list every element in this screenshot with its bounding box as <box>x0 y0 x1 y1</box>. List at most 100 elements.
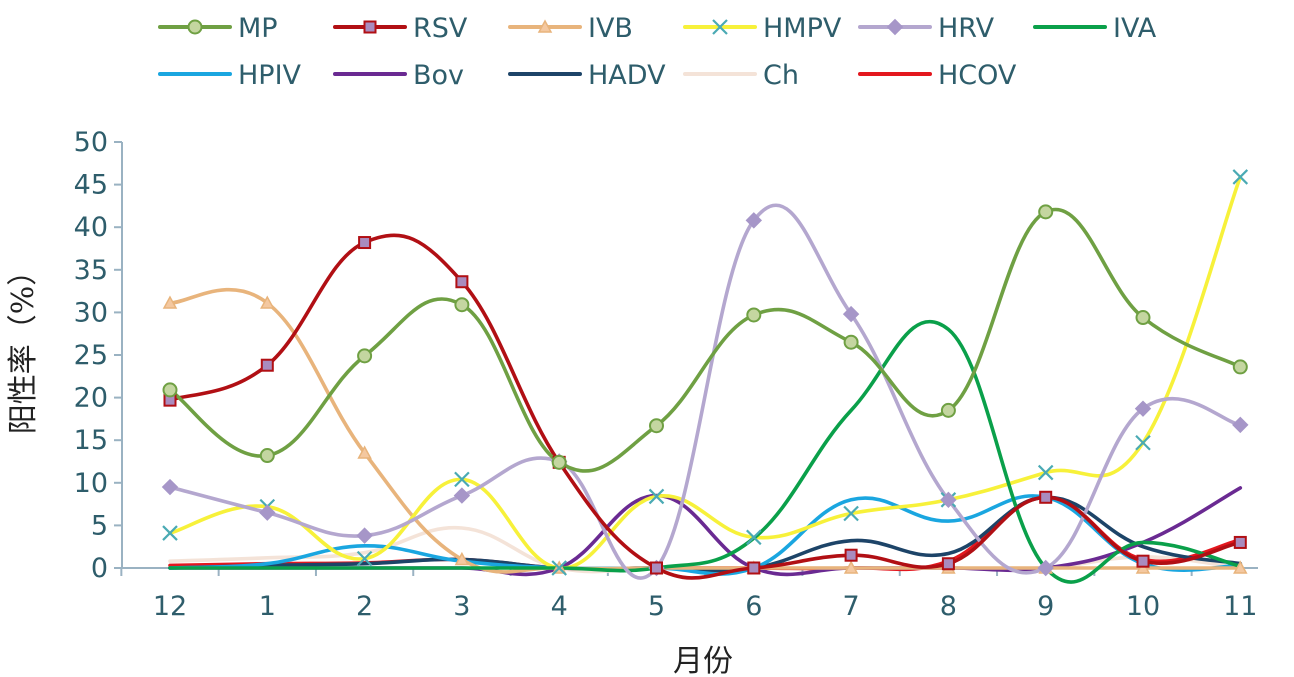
y-axis-title: 阳性率（%） <box>6 256 41 435</box>
x-tick-label: 8 <box>940 591 957 622</box>
x-tick-label: 11 <box>1223 591 1257 622</box>
marker-stroke <box>356 550 373 567</box>
data-point-mp <box>1232 359 1248 375</box>
data-point-mp <box>1135 310 1151 326</box>
data-point-mp <box>746 307 762 323</box>
x-tick-label: 4 <box>551 591 568 622</box>
y-tick-label: 15 <box>74 425 108 456</box>
x-tick-label: 7 <box>843 591 860 622</box>
data-point-hrv <box>1232 416 1249 434</box>
data-point-rsv <box>844 548 858 562</box>
legend: MP RSV IVB HMPV HRV IVA HPIV Bov HADV Ch HCOV <box>158 13 1157 91</box>
legend-item-hpiv: HPIV <box>158 60 302 91</box>
x-tick-label: 5 <box>648 591 665 622</box>
legend-marker <box>537 19 553 33</box>
legend-item-mp: MP <box>158 13 278 44</box>
data-point-hrv <box>161 478 179 496</box>
data-point-ivb <box>260 295 275 309</box>
data-point-rsv <box>941 557 955 571</box>
legend-item-hmpv: HMPV <box>683 13 842 44</box>
y-tick-label: 30 <box>74 297 108 328</box>
data-point-hmpv <box>648 488 665 505</box>
marker-stroke <box>162 525 178 541</box>
legend-label: HCOV <box>938 60 1017 91</box>
data-point-mp <box>649 418 664 434</box>
legend-item-ivb: IVB <box>508 13 633 44</box>
data-point-rsv <box>358 236 372 250</box>
marker-stroke <box>551 560 567 576</box>
marker-stroke <box>843 505 859 522</box>
series-line-hrv <box>168 203 1243 580</box>
series-markers <box>161 169 1249 577</box>
legend-label: IVB <box>588 13 633 44</box>
legend-label: Ch <box>763 60 799 91</box>
y-tick-label: 40 <box>74 212 108 243</box>
marker-stroke <box>746 529 762 546</box>
data-point-ivb <box>454 551 470 566</box>
x-tick-label: 2 <box>356 591 373 622</box>
data-point-mp <box>162 382 178 398</box>
marker-stroke <box>454 471 470 488</box>
legend-label: Bov <box>413 60 464 91</box>
legend-label: HADV <box>588 60 666 91</box>
legend-label: RSV <box>413 13 468 44</box>
data-point-hrv <box>1037 559 1054 577</box>
data-point-hmpv <box>843 505 859 522</box>
y-tick-label: 45 <box>74 170 108 201</box>
data-point-hmpv <box>356 550 373 567</box>
data-point-hrv <box>842 305 860 323</box>
legend-label: HMPV <box>763 13 842 44</box>
y-tick-label: 50 <box>74 127 108 158</box>
legend-item-bov: Bov <box>333 60 464 91</box>
data-point-hmpv <box>454 471 470 488</box>
series-line-iva <box>168 319 1243 584</box>
legend-item-iva: IVA <box>1033 13 1157 44</box>
legend-label: HRV <box>938 13 995 44</box>
legend-item-hrv: HRV <box>858 13 995 44</box>
series-line-mp <box>168 207 1243 473</box>
legend-label: HPIV <box>238 60 302 91</box>
data-point-hmpv <box>1037 464 1054 481</box>
legend-marker <box>363 20 377 34</box>
data-point-ivb <box>1233 560 1248 574</box>
y-tick-label: 0 <box>91 553 108 584</box>
legend-marker <box>187 19 203 35</box>
data-point-hrv <box>453 487 471 504</box>
data-point-hrv <box>356 527 373 544</box>
marker-stroke <box>648 488 665 505</box>
marker-stroke <box>1037 464 1054 481</box>
data-point-rsv <box>1233 535 1247 549</box>
data-point-mp <box>259 448 275 464</box>
data-point-hmpv <box>162 525 178 541</box>
data-point-rsv <box>1136 554 1150 568</box>
data-point-mp <box>551 454 567 470</box>
legend-item-hcov: HCOV <box>858 60 1017 91</box>
marker-stroke <box>1232 169 1249 185</box>
y-ticks: 0 5 10 15 20 25 30 35 40 45 50 <box>74 127 122 584</box>
data-point-rsv <box>455 275 469 289</box>
data-point-mp <box>357 348 373 364</box>
x-ticks: 12 1 2 3 4 5 6 7 8 9 10 11 <box>120 568 1257 622</box>
x-axis-title: 月份 <box>673 644 733 677</box>
data-point-mp <box>843 334 859 350</box>
data-point-hmpv <box>1232 169 1249 185</box>
legend-label: IVA <box>1113 13 1157 44</box>
legend-item-rsv: RSV <box>333 13 468 44</box>
marker-stroke <box>712 19 728 35</box>
data-point-rsv <box>260 358 274 372</box>
data-point-hmpv <box>551 560 567 576</box>
data-point-rsv <box>650 561 663 575</box>
data-point-hrv <box>1134 400 1152 417</box>
data-point-ivb <box>357 445 372 459</box>
legend-marker <box>712 19 728 35</box>
data-point-hmpv <box>746 529 762 546</box>
data-point-hrv <box>259 504 276 521</box>
x-tick-label: 10 <box>1126 591 1160 622</box>
marker-stroke <box>1135 434 1151 451</box>
series-line-ivb <box>168 287 1243 574</box>
y-tick-label: 10 <box>74 468 108 499</box>
x-tick-label: 1 <box>259 591 276 622</box>
data-point-mp <box>454 297 470 313</box>
legend-marker <box>886 18 904 36</box>
legend-label: MP <box>238 13 278 44</box>
